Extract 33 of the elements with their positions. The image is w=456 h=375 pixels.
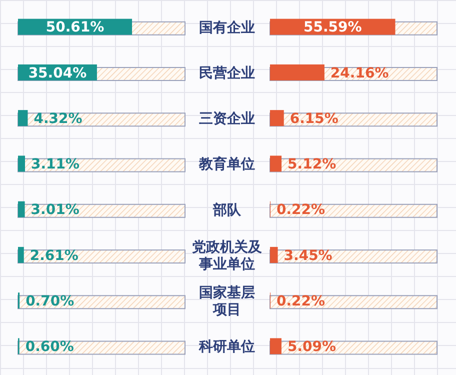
data-label: 5.09% bbox=[287, 339, 336, 356]
y-tick-label: 部队 bbox=[212, 201, 242, 218]
bar bbox=[270, 338, 282, 354]
bar bbox=[18, 110, 28, 126]
data-label: 0.22% bbox=[276, 202, 326, 218]
bar bbox=[270, 246, 278, 263]
data-label: 50.61% bbox=[46, 20, 104, 36]
bar bbox=[18, 246, 24, 263]
data-label: 3.45% bbox=[284, 248, 332, 264]
bar bbox=[270, 156, 282, 172]
y-tick-label: 三资企业 bbox=[199, 111, 255, 128]
y-tick-label: 科研单位 bbox=[198, 339, 255, 356]
y-tick-label: 国家基层项目 bbox=[199, 284, 255, 318]
bar bbox=[18, 156, 26, 172]
y-tick-label: 国有企业 bbox=[199, 20, 255, 36]
data-label: 0.70% bbox=[26, 293, 74, 310]
bar bbox=[270, 64, 324, 80]
data-label: 0.60% bbox=[25, 339, 74, 356]
bar bbox=[18, 201, 25, 218]
data-label: 5.12% bbox=[288, 156, 336, 173]
bar bbox=[270, 110, 284, 126]
data-label: 24.16% bbox=[330, 65, 389, 82]
data-label: 6.15% bbox=[290, 110, 338, 127]
data-label: 3.01% bbox=[30, 202, 80, 218]
data-label: 4.32% bbox=[34, 110, 82, 127]
data-label: 2.61% bbox=[30, 248, 78, 264]
data-label: 0.22% bbox=[276, 293, 326, 310]
y-tick-label: 教育单位 bbox=[198, 156, 255, 173]
y-tick-label: 民营企业 bbox=[199, 65, 255, 82]
y-tick-label: 党政机关及事业单位 bbox=[191, 238, 263, 272]
data-label: 35.04% bbox=[28, 65, 87, 82]
data-label: 3.11% bbox=[31, 156, 80, 173]
data-label: 55.59% bbox=[303, 20, 362, 36]
